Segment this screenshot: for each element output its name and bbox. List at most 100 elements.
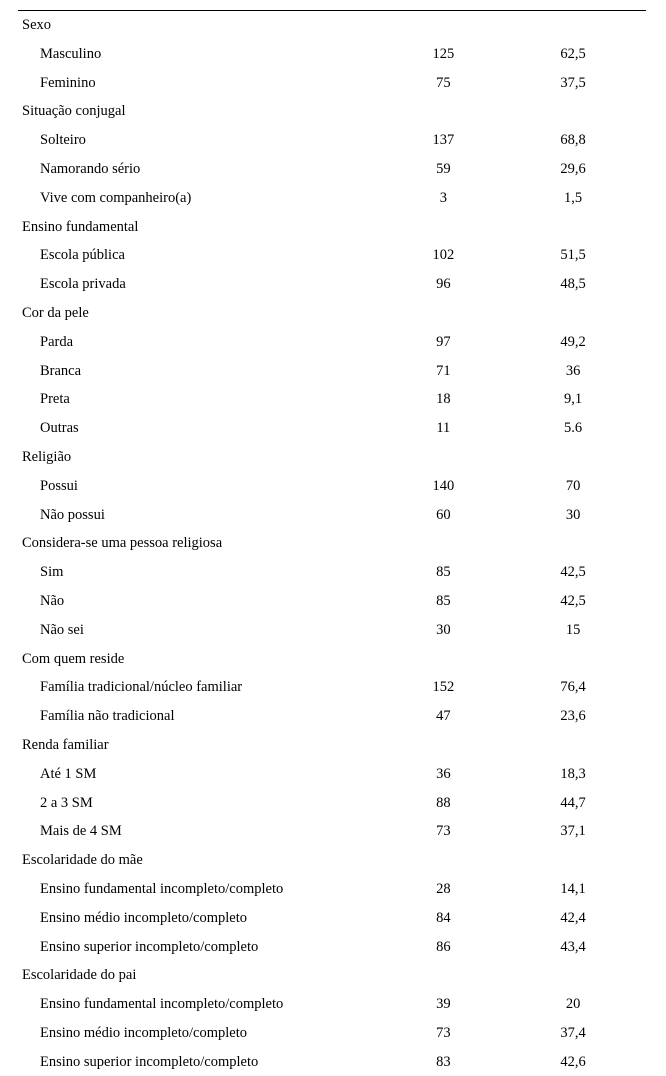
item-n: 84 (378, 904, 508, 933)
item-n: 102 (378, 241, 508, 270)
group-header-row: Sexo (20, 11, 638, 40)
group-label: Ensino fundamental (20, 213, 378, 242)
item-n: 73 (378, 817, 508, 846)
table-row: Ensino fundamental incompleto/completo39… (20, 990, 638, 1019)
item-label: 2 a 3 SM (20, 789, 378, 818)
item-pct: 44,7 (508, 789, 638, 818)
group-label: Sexo (20, 11, 378, 40)
item-label: Feminino (20, 69, 378, 98)
group-header-row: Religião (20, 443, 638, 472)
table-row: Não possui6030 (20, 501, 638, 530)
item-n: 59 (378, 155, 508, 184)
group-pct-empty (508, 846, 638, 875)
item-pct: 9,1 (508, 385, 638, 414)
item-n: 88 (378, 789, 508, 818)
item-pct: 23,6 (508, 702, 638, 731)
item-pct: 49,2 (508, 328, 638, 357)
item-label: Até 1 SM (20, 760, 378, 789)
item-pct: 18,3 (508, 760, 638, 789)
item-n: 18 (378, 385, 508, 414)
group-n-empty (378, 731, 508, 760)
table-row: Masculino12562,5 (20, 40, 638, 69)
group-label: Escolaridade do pai (20, 961, 378, 990)
group-pct-empty (508, 645, 638, 674)
group-pct-empty (508, 443, 638, 472)
table-row: Vive com companheiro(a)31,5 (20, 184, 638, 213)
item-pct: 15 (508, 616, 638, 645)
group-pct-empty (508, 529, 638, 558)
item-n: 96 (378, 270, 508, 299)
table-row: Escola privada9648,5 (20, 270, 638, 299)
group-n-empty (378, 961, 508, 990)
table-row: Outras115.6 (20, 414, 638, 443)
item-label: Não possui (20, 501, 378, 530)
table-row: Ensino médio incompleto/completo8442,4 (20, 904, 638, 933)
item-pct: 29,6 (508, 155, 638, 184)
item-label: Ensino superior incompleto/completo (20, 933, 378, 962)
item-label: Ensino médio incompleto/completo (20, 1019, 378, 1048)
item-pct: 62,5 (508, 40, 638, 69)
item-label: Escola privada (20, 270, 378, 299)
item-pct: 42,4 (508, 904, 638, 933)
item-label: Preta (20, 385, 378, 414)
item-n: 137 (378, 126, 508, 155)
item-label: Namorando sério (20, 155, 378, 184)
item-label: Ensino médio incompleto/completo (20, 904, 378, 933)
item-n: 97 (378, 328, 508, 357)
group-header-row: Considera-se uma pessoa religiosa (20, 529, 638, 558)
group-header-row: Escolaridade do mãe (20, 846, 638, 875)
item-pct: 48,5 (508, 270, 638, 299)
item-label: Ensino fundamental incompleto/completo (20, 990, 378, 1019)
item-n: 83 (378, 1048, 508, 1076)
item-n: 85 (378, 587, 508, 616)
item-n: 125 (378, 40, 508, 69)
group-pct-empty (508, 11, 638, 40)
item-label: Ensino fundamental incompleto/completo (20, 875, 378, 904)
item-pct: 37,5 (508, 69, 638, 98)
table-row: 2 a 3 SM8844,7 (20, 789, 638, 818)
item-pct: 20 (508, 990, 638, 1019)
item-pct: 43,4 (508, 933, 638, 962)
group-label: Cor da pele (20, 299, 378, 328)
page: SexoMasculino12562,5Feminino7537,5Situaç… (0, 0, 666, 965)
table-row: Possui14070 (20, 472, 638, 501)
item-pct: 5.6 (508, 414, 638, 443)
item-label: Branca (20, 357, 378, 386)
table-row: Ensino superior incompleto/completo8643,… (20, 933, 638, 962)
item-n: 73 (378, 1019, 508, 1048)
item-label: Mais de 4 SM (20, 817, 378, 846)
item-n: 47 (378, 702, 508, 731)
table-row: Feminino7537,5 (20, 69, 638, 98)
item-label: Escola pública (20, 241, 378, 270)
item-n: 3 (378, 184, 508, 213)
table-row: Até 1 SM3618,3 (20, 760, 638, 789)
item-label: Vive com companheiro(a) (20, 184, 378, 213)
group-header-row: Situação conjugal (20, 97, 638, 126)
group-header-row: Ensino fundamental (20, 213, 638, 242)
item-pct: 37,1 (508, 817, 638, 846)
item-label: Solteiro (20, 126, 378, 155)
group-header-row: Escolaridade do pai (20, 961, 638, 990)
group-header-row: Renda familiar (20, 731, 638, 760)
item-n: 152 (378, 673, 508, 702)
item-n: 39 (378, 990, 508, 1019)
item-n: 85 (378, 558, 508, 587)
table-row: Branca7136 (20, 357, 638, 386)
table-row: Ensino médio incompleto/completo7337,4 (20, 1019, 638, 1048)
item-label: Parda (20, 328, 378, 357)
group-label: Escolaridade do mãe (20, 846, 378, 875)
group-pct-empty (508, 213, 638, 242)
table-row: Mais de 4 SM7337,1 (20, 817, 638, 846)
group-n-empty (378, 443, 508, 472)
table-row: Família tradicional/núcleo familiar15276… (20, 673, 638, 702)
group-header-row: Com quem reside (20, 645, 638, 674)
item-label: Não (20, 587, 378, 616)
group-header-row: Cor da pele (20, 299, 638, 328)
item-n: 28 (378, 875, 508, 904)
item-pct: 1,5 (508, 184, 638, 213)
group-pct-empty (508, 97, 638, 126)
item-n: 71 (378, 357, 508, 386)
item-label: Não sei (20, 616, 378, 645)
table-row: Namorando sério5929,6 (20, 155, 638, 184)
item-n: 86 (378, 933, 508, 962)
